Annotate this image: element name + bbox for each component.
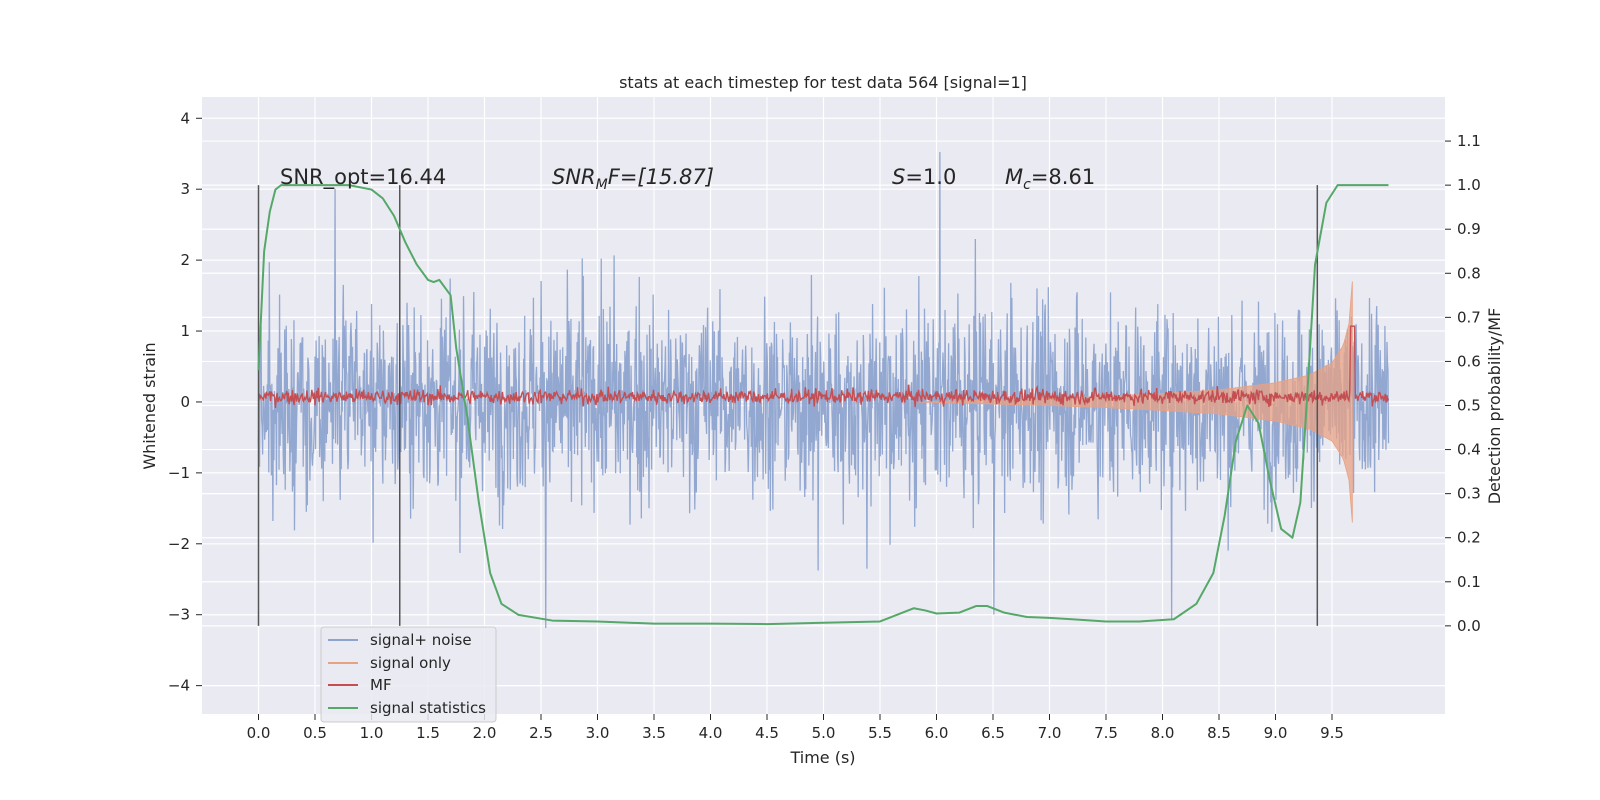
y-tick-label-0: 4 <box>180 109 190 127</box>
y-right-tick-label-1: 1.0 <box>1457 176 1481 194</box>
annotation-snr-opt: SNR_opt=16.44 <box>280 165 446 190</box>
x-tick-label-17: 8.5 <box>1207 724 1231 742</box>
y-right-tick-label-5: 0.6 <box>1457 352 1481 370</box>
x-tick-label-12: 6.0 <box>925 724 949 742</box>
x-tick-label-19: 9.5 <box>1320 724 1344 742</box>
x-tick-label-8: 4.0 <box>699 724 723 742</box>
x-tick-label-0: 0.0 <box>247 724 271 742</box>
y-tick-label-6: −2 <box>168 535 190 553</box>
y-tick-label-1: 3 <box>180 180 190 198</box>
x-tick-label-16: 8.0 <box>1151 724 1175 742</box>
y-right-tick-label-7: 0.4 <box>1457 441 1481 459</box>
x-tick-label-9: 4.5 <box>755 724 779 742</box>
signal-statistics-line <box>257 184 1389 626</box>
y-tick-label-5: −1 <box>168 464 190 482</box>
series-mf <box>258 325 1390 409</box>
vertical-markers <box>257 185 1319 626</box>
x-tick-label-10: 5.0 <box>812 724 836 742</box>
y-right-tick-label-11: 0.0 <box>1457 617 1481 635</box>
y-tick-label-2: 2 <box>180 251 190 269</box>
legend-label-signal-noise: signal+ noise <box>370 631 472 649</box>
legend: signal+ noise signal only MF signal stat… <box>320 626 497 723</box>
series-signal-noise <box>257 152 1390 629</box>
x-axis-ticks: 0.0 0.5 1.0 1.5 2.0 2.5 3.0 3.5 4.0 4.5 5.0 5.5 6.0 6… <box>247 714 1344 742</box>
x-axis-label: Time (s) <box>789 748 855 767</box>
legend-box <box>320 626 497 723</box>
x-tick-label-7: 3.5 <box>642 724 666 742</box>
y-axis-right-ticks: 1.1 1.0 0.9 0.8 0.7 0.6 0.5 0.4 0.3 0.2 0.1 0.0 <box>1445 132 1481 635</box>
y-right-tick-label-0: 1.1 <box>1457 132 1481 150</box>
x-tick-label-11: 5.5 <box>868 724 892 742</box>
y-right-tick-label-6: 0.5 <box>1457 397 1481 415</box>
x-tick-label-1: 0.5 <box>303 724 327 742</box>
x-tick-label-3: 1.5 <box>416 724 440 742</box>
annotation-s: S=1.0 <box>892 165 956 189</box>
series-signal-statistics <box>257 184 1389 626</box>
mf-line <box>258 325 1390 409</box>
y-right-tick-label-10: 0.1 <box>1457 573 1481 591</box>
annotation-snr-mf: SNRMF=[15.87] <box>552 165 714 193</box>
y-tick-label-8: −4 <box>168 677 190 695</box>
y-axis-right-label: Detection probability/MF <box>1485 308 1504 505</box>
legend-label-signal-statistics: signal statistics <box>370 699 486 717</box>
legend-label-signal-only: signal only <box>370 654 451 672</box>
x-tick-label-14: 7.0 <box>1038 724 1062 742</box>
x-tick-label-4: 2.0 <box>473 724 497 742</box>
x-tick-label-15: 7.5 <box>1094 724 1118 742</box>
x-tick-label-5: 2.5 <box>529 724 553 742</box>
x-tick-label-13: 6.5 <box>981 724 1005 742</box>
y-tick-label-4: 0 <box>180 393 190 411</box>
y-right-tick-label-3: 0.8 <box>1457 264 1481 282</box>
y-right-tick-label-2: 0.9 <box>1457 220 1481 238</box>
chart-title: stats at each timestep for test data 564… <box>619 73 1027 92</box>
x-tick-label-2: 1.0 <box>360 724 384 742</box>
y-right-tick-label-4: 0.7 <box>1457 308 1481 326</box>
y-tick-label-3: 1 <box>180 322 190 340</box>
y-tick-label-7: −3 <box>168 606 190 624</box>
y-right-tick-label-9: 0.2 <box>1457 529 1481 547</box>
signal-noise-line <box>257 152 1390 629</box>
x-tick-label-6: 3.0 <box>586 724 610 742</box>
legend-label-mf: MF <box>370 676 392 694</box>
x-tick-label-18: 9.0 <box>1264 724 1288 742</box>
y-axis-label: Whitened strain <box>140 342 159 469</box>
y-axis-ticks: 4 3 2 1 0 −1 −2 −3 −4 <box>168 109 202 695</box>
annotation-mc: Mc=8.61 <box>1005 165 1095 193</box>
y-right-tick-label-8: 0.3 <box>1457 485 1481 503</box>
